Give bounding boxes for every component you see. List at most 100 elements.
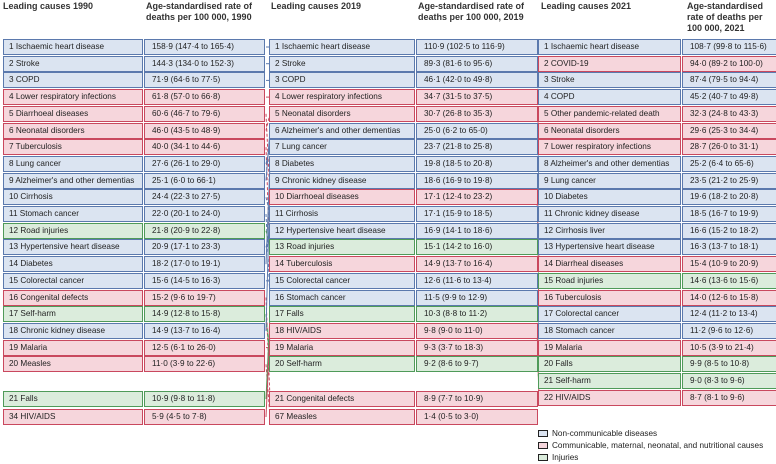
rate-cell: 16·6 (15·2 to 18·2): [682, 222, 776, 239]
rate-cell: 9·2 (8·6 to 9·7): [416, 356, 538, 373]
cause-cell: 12 Hypertensive heart disease: [269, 222, 415, 239]
cause-cell: 11 Stomach cancer: [3, 206, 143, 222]
header-1990-rate: Age-standardised rate of deaths per 100 …: [146, 1, 253, 22]
rate-cell: 46·1 (42·0 to 49·8): [416, 72, 538, 89]
rate-cell: 27·6 (26·1 to 29·0): [144, 155, 265, 172]
rate-cell: 18·5 (16·7 to 19·9): [682, 206, 776, 222]
rate-cell: 14·0 (12·6 to 15·8): [682, 289, 776, 306]
cause-cell: 17 Falls: [269, 306, 415, 323]
rate-cell: 14·6 (13·6 to 15·6): [682, 272, 776, 289]
cause-cell: 5 Neonatal disorders: [269, 105, 415, 122]
cause-cell: 20 Measles: [3, 356, 143, 373]
cause-cell: 15 Road injuries: [538, 272, 681, 289]
rate-cell: 14·9 (13·7 to 16·4): [416, 256, 538, 273]
cause-cell: 8 Lung cancer: [3, 155, 143, 172]
rate-cell: 17·1 (12·4 to 23·2): [416, 189, 538, 206]
legend-label: Communicable, maternal, neonatal, and nu…: [552, 441, 764, 450]
cause-cell: 34 HIV/AIDS: [3, 409, 143, 425]
rate-cell: 144·3 (134·0 to 152·3): [144, 55, 265, 72]
rate-cell: 9·0 (8·3 to 9·6): [682, 373, 776, 389]
header-2019-causes: Leading causes 2019: [271, 1, 362, 11]
rate-cell: 158·9 (147·4 to 165·4): [144, 39, 265, 55]
legend-label: Non-communicable diseases: [552, 429, 658, 438]
cause-cell: 1 Ischaemic heart disease: [269, 39, 415, 55]
rate-cell: 87·4 (79·5 to 94·4): [682, 72, 776, 89]
rate-cell: 22·0 (20·1 to 24·0): [144, 206, 265, 222]
legend-item: Communicable, maternal, neonatal, and nu…: [538, 440, 763, 452]
legend-label: Injuries: [552, 453, 579, 462]
cause-cell: 21 Congenital defects: [269, 391, 415, 407]
rate-cell: 24·4 (22·3 to 27·5): [144, 189, 265, 206]
rate-cell: 11·2 (9·6 to 12·6): [682, 322, 776, 339]
cause-cell: 2 COVID-19: [538, 55, 681, 72]
rate-cell: 45·2 (40·7 to 49·8): [682, 89, 776, 106]
header-2021-causes: Leading causes 2021: [541, 1, 632, 11]
legend-swatch: [538, 442, 548, 449]
cause-cell: 19 Malaria: [3, 339, 143, 356]
rank-connector-line: [265, 180, 271, 331]
rate-cell: 71·9 (64·6 to 77·5): [144, 72, 265, 89]
cause-cell: 11 Chronic kidney disease: [538, 206, 681, 222]
rank-connector-line: [265, 197, 271, 215]
rate-cell: 29·6 (25·3 to 34·4): [682, 122, 776, 139]
cause-cell: 4 COPD: [538, 89, 681, 106]
rank-connector-line: [265, 230, 271, 248]
rate-cell: 11·0 (3·9 to 22·6): [144, 356, 265, 373]
cause-cell: 8 Diabetes: [269, 155, 415, 172]
cause-cell: 6 Neonatal disorders: [3, 122, 143, 139]
cause-cell: 16 Tuberculosis: [538, 289, 681, 306]
cause-cell: 4 Lower respiratory infections: [269, 89, 415, 106]
rate-cell: 28·7 (26·0 to 31·1): [682, 139, 776, 156]
rate-cell: 89·3 (81·6 to 95·6): [416, 55, 538, 72]
legend: Non-communicable diseases Communicable, m…: [538, 428, 763, 464]
header-2021-rate: Age-standardised rate of deaths per 100 …: [687, 1, 764, 33]
cause-cell: 13 Hypertensive heart disease: [3, 239, 143, 256]
cause-cell: 9 Alzheimer's and other dementias: [3, 172, 143, 189]
rate-cell: 5·9 (4·5 to 7·8): [144, 409, 265, 425]
rate-cell: 14·9 (13·7 to 16·4): [144, 322, 265, 339]
cause-cell: 9 Lung cancer: [538, 172, 681, 189]
cause-cell: 7 Lung cancer: [269, 139, 415, 156]
cause-cell: 8 Alzheimer's and other dementias: [538, 155, 681, 172]
cause-cell: 15 Colorectal cancer: [3, 272, 143, 289]
cause-cell: 11 Cirrhosis: [269, 206, 415, 222]
rate-cell: 108·7 (99·8 to 115·6): [682, 39, 776, 55]
cause-cell: 21 Self-harm: [538, 373, 681, 389]
rate-cell: 21·8 (20·9 to 22·8): [144, 222, 265, 239]
legend-item: Non-communicable diseases: [538, 428, 763, 440]
cause-cell: 3 Stroke: [538, 72, 681, 89]
rank-connector-line: [536, 314, 540, 365]
rate-cell: 12·6 (11·6 to 13·4): [416, 272, 538, 289]
rate-cell: 40·0 (34·1 to 44·6): [144, 139, 265, 156]
rate-cell: 15·1 (14·2 to 16·0): [416, 239, 538, 256]
rate-cell: 61·8 (57·0 to 66·8): [144, 89, 265, 106]
rate-cell: 8·7 (8·1 to 9·6): [682, 389, 776, 406]
cause-cell: 19 Malaria: [269, 339, 415, 356]
rank-connector-line: [265, 130, 271, 181]
cause-cell: 4 Lower respiratory infections: [3, 89, 143, 106]
rate-cell: 19·8 (18·5 to 20·8): [416, 155, 538, 172]
cause-cell: 2 Stroke: [269, 55, 415, 72]
rate-cell: 46·0 (43·5 to 48·9): [144, 122, 265, 139]
rate-cell: 60·6 (46·7 to 79·6): [144, 105, 265, 122]
cause-cell: 15 Colorectal cancer: [269, 272, 415, 289]
rate-cell: 19·6 (18·2 to 20·8): [682, 189, 776, 206]
rate-cell: 25·1 (6·0 to 66·1): [144, 172, 265, 189]
rate-cell: 15·6 (14·5 to 16·3): [144, 272, 265, 289]
cause-cell: 16 Stomach cancer: [269, 289, 415, 306]
rate-cell: 10·3 (8·8 to 11·2): [416, 306, 538, 323]
cause-cell: 12 Cirrhosis liver: [538, 222, 681, 239]
cause-cell: 20 Falls: [538, 356, 681, 373]
cause-cell: 21 Falls: [3, 391, 143, 407]
cause-cell: 9 Chronic kidney disease: [269, 172, 415, 189]
cause-cell: 18 Stomach cancer: [538, 322, 681, 339]
cause-cell: 17 Colorectal cancer: [538, 306, 681, 323]
cause-cell: 14 Diabetes: [3, 256, 143, 273]
rate-cell: 23·7 (21·8 to 25·8): [416, 139, 538, 156]
cause-cell: 7 Tuberculosis: [3, 139, 143, 156]
cause-cell: 13 Hypertensive heart disease: [538, 239, 681, 256]
rate-cell: 25·2 (6·4 to 65·6): [682, 155, 776, 172]
rank-connector-line: [265, 364, 271, 418]
cause-cell: 6 Neonatal disorders: [538, 122, 681, 139]
rate-cell: 20·9 (17·1 to 23·3): [144, 239, 265, 256]
